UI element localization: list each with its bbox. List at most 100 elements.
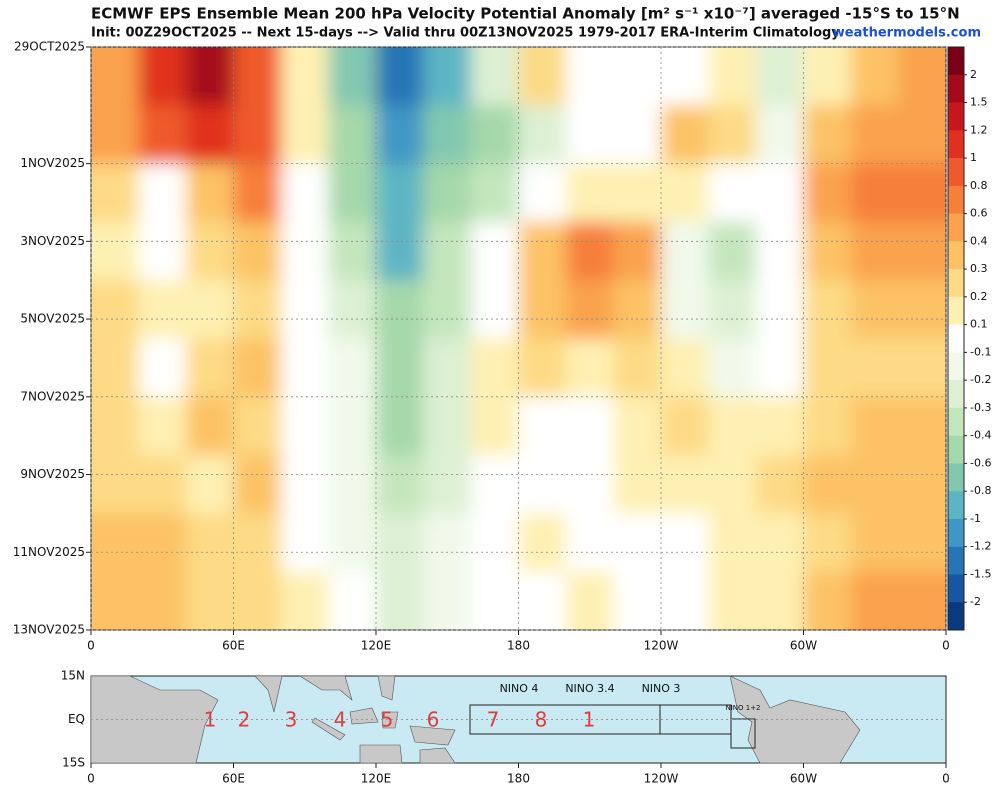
- field-cell: [613, 455, 662, 514]
- field-cell: [376, 163, 424, 223]
- field-cell: [708, 105, 757, 165]
- colorbar-bin: [948, 241, 964, 270]
- field-cell: [186, 280, 234, 339]
- field-cell: [851, 338, 899, 398]
- y-tick-label: 9NOV2025: [20, 467, 85, 481]
- field-cell: [376, 105, 424, 165]
- mjo-phase: 5: [381, 708, 394, 732]
- field-cell: [613, 221, 662, 281]
- field-cell: [518, 163, 567, 223]
- field-cell: [138, 338, 187, 398]
- field: [91, 47, 946, 630]
- land: [90, 675, 861, 764]
- colorbar-bin: [948, 74, 964, 103]
- colorbar-bin: [948, 47, 964, 76]
- field-cell: [328, 163, 377, 223]
- field-cell: [471, 280, 519, 339]
- field-cell: [851, 221, 899, 281]
- map-x-tick-label: 60W: [790, 772, 817, 786]
- field-cell: [233, 513, 282, 573]
- mjo-phase: 3: [285, 708, 298, 732]
- field-cell: [898, 280, 946, 339]
- colorbar-frame: [947, 46, 965, 631]
- field-cell: [518, 455, 567, 514]
- field-cell: [566, 163, 614, 223]
- field-cell: [803, 338, 852, 398]
- field-cell: [138, 513, 187, 573]
- field-cell: [708, 455, 757, 514]
- field-cell: [186, 571, 234, 630]
- field-cell: [518, 513, 567, 573]
- field-cell: [471, 163, 519, 223]
- map-y-tick-label: EQ: [68, 712, 85, 726]
- field-cell: [708, 47, 757, 106]
- field-cell: [756, 571, 804, 630]
- field-cell: [613, 571, 662, 630]
- field-cell: [851, 280, 899, 339]
- field-cell: [91, 47, 139, 106]
- map-y-tick-label: 15S: [62, 756, 85, 770]
- field-cell: [661, 163, 709, 223]
- field-cell: [851, 455, 899, 514]
- field-cell: [376, 455, 424, 514]
- colorbar-label: -1.5: [970, 567, 991, 580]
- field-cell: [138, 571, 187, 630]
- field-cell: [328, 513, 377, 573]
- field-cell: [803, 47, 852, 106]
- mjo-phase: 8: [535, 708, 548, 732]
- map-x-tick-label: 120W: [644, 772, 679, 786]
- field-cell: [851, 105, 899, 165]
- field-cell: [376, 338, 424, 398]
- field-cell: [376, 280, 424, 339]
- field-cell: [756, 396, 804, 456]
- field-cell: [186, 338, 234, 398]
- field-cell: [186, 105, 234, 165]
- field-cell: [233, 571, 282, 630]
- colorbar-label: 0.4: [970, 234, 988, 247]
- mjo-phase: 6: [427, 708, 440, 732]
- field-cell: [661, 513, 709, 573]
- field-cell: [471, 513, 519, 573]
- colorbar-bin: [948, 546, 964, 575]
- field-cell: [661, 221, 709, 281]
- field-cell: [613, 513, 662, 573]
- x-tick-label: 120E: [361, 639, 392, 653]
- field-cell: [233, 163, 282, 223]
- field-cell: [851, 513, 899, 573]
- colorbar-label: -0.2: [970, 373, 991, 386]
- field-cell: [566, 221, 614, 281]
- field-cell: [803, 105, 852, 165]
- colorbar-bin: [948, 435, 964, 464]
- field-cell: [613, 280, 662, 339]
- field-cell: [613, 47, 662, 106]
- field-cell: [566, 280, 614, 339]
- field-cell: [328, 571, 377, 630]
- field-cell: [613, 396, 662, 456]
- colorbar-bin: [948, 269, 964, 298]
- field-cell: [91, 163, 139, 223]
- field-cell: [423, 47, 472, 106]
- field-cell: [281, 338, 329, 398]
- field-cell: [851, 163, 899, 223]
- field-cell: [91, 105, 139, 165]
- chart-title: ECMWF EPS Ensemble Mean 200 hPa Velocity…: [91, 5, 960, 23]
- field-cell: [281, 280, 329, 339]
- y-tick-label: 3NOV2025: [20, 234, 85, 248]
- field-cell: [756, 338, 804, 398]
- field-cell: [756, 455, 804, 514]
- field-cell: [803, 513, 852, 573]
- mjo-phase: 7: [487, 708, 500, 732]
- field-cell: [91, 455, 139, 514]
- field-cell: [281, 47, 329, 106]
- field-cell: [423, 455, 472, 514]
- x-tick-label: 0: [87, 639, 95, 653]
- map-x-tick-label: 120E: [361, 772, 392, 786]
- field-cell: [138, 47, 187, 106]
- field-cell: [661, 105, 709, 165]
- colorbar-bin: [948, 296, 964, 325]
- colorbar-label: 0.6: [970, 207, 988, 220]
- colorbar-bin: [948, 463, 964, 492]
- field-cell: [233, 455, 282, 514]
- field-cell: [518, 47, 567, 106]
- field-cell: [518, 571, 567, 630]
